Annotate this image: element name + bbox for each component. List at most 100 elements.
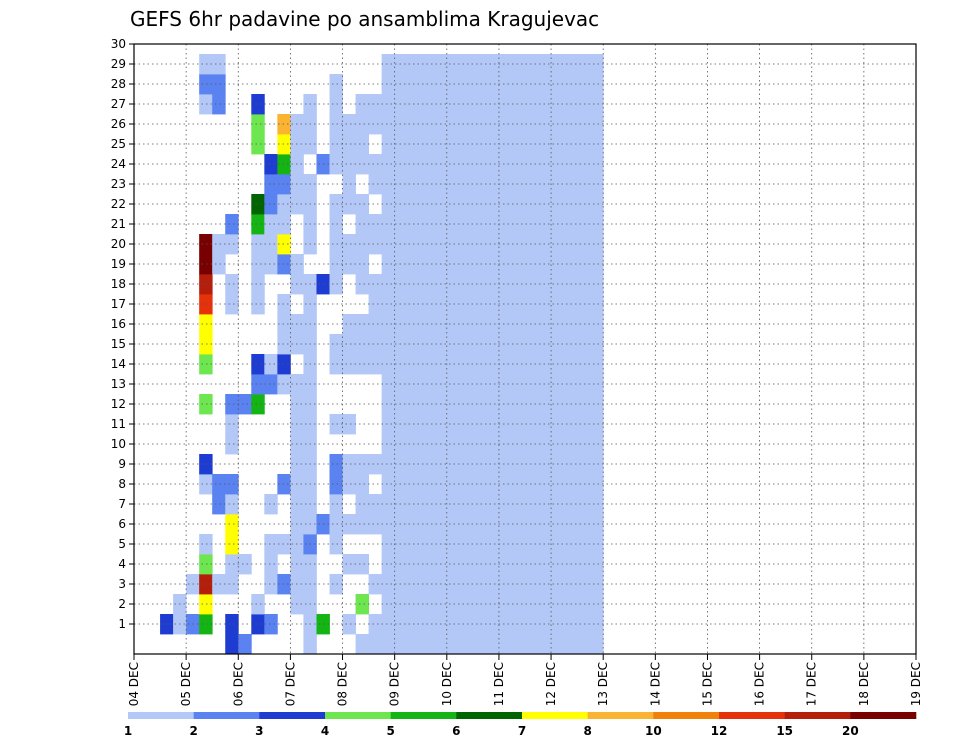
heatmap-cell [329,414,343,435]
heatmap-cell [498,54,513,75]
heatmap-cell [420,634,435,655]
heatmap-cell [511,574,526,595]
heatmap-cell [472,494,487,515]
heatmap-cell [394,314,409,335]
heatmap-cell [381,614,396,635]
heatmap-cell [577,634,591,655]
heatmap-cell [472,414,487,435]
heatmap-cell [264,154,278,175]
heatmap-cell [394,254,409,275]
heatmap-cell [251,294,265,315]
heatmap-cell [264,614,278,635]
heatmap-cell [590,254,604,275]
heatmap-cell [394,554,409,575]
heatmap-cell [394,494,409,515]
heatmap-cell [225,554,239,575]
heatmap-cell [199,254,213,275]
heatmap-cell [485,314,500,335]
heatmap-cell [472,514,487,535]
heatmap-cell [251,354,265,375]
heatmap-cell [577,474,591,495]
heatmap-cell [459,54,474,75]
heatmap-cell [498,494,513,515]
heatmap-cell [511,354,526,375]
y-tick-label: 29 [111,57,126,71]
heatmap-cell [498,354,513,375]
heatmap-cell [498,534,513,555]
heatmap-cell [485,474,500,495]
heatmap-cell [525,94,539,115]
heatmap-cell [251,194,265,215]
heatmap-cell [525,234,539,255]
heatmap-cell [199,294,213,315]
heatmap-cell [485,334,500,355]
heatmap-cell [394,54,409,75]
heatmap-cell [511,274,526,295]
heatmap-cell [511,534,526,555]
heatmap-cell [225,234,239,255]
colorbar-swatch [784,712,851,719]
heatmap-cell [459,374,474,395]
y-tick-label: 24 [111,157,126,171]
x-tick-label: 19 DEC [909,662,923,706]
heatmap-cell [303,634,317,655]
heatmap-cell [485,134,500,155]
colorbar-swatch [325,712,391,719]
heatmap-cell [225,634,239,655]
heatmap-cell [277,534,291,555]
colorbar-swatch [587,712,654,719]
heatmap-cell [525,334,539,355]
heatmap-cell [577,234,591,255]
heatmap-cell [525,274,539,295]
heatmap-cell [511,634,526,655]
heatmap-cell [199,234,213,255]
heatmap-cell [368,354,383,375]
heatmap-cell [498,214,513,235]
heatmap-cell [485,614,500,635]
heatmap-cell [511,194,526,215]
heatmap-cell [525,574,539,595]
heatmap-cell [577,154,591,175]
heatmap-cell [590,174,604,195]
heatmap-cell [459,514,474,535]
heatmap-cell [498,114,513,135]
y-axis-ticks: 1234567891011121314151617181920212223242… [111,37,134,631]
heatmap-cell [225,294,239,315]
heatmap-cell [577,414,591,435]
x-tick-label: 13 DEC [596,662,610,706]
heatmap-cell [277,234,291,255]
heatmap-cell [251,594,265,615]
y-tick-label: 6 [118,517,126,531]
heatmap-cell [381,254,396,275]
heatmap-cell [525,534,539,555]
heatmap-cell [381,394,396,415]
heatmap-cell [251,394,265,415]
heatmap-cell [381,634,396,655]
heatmap-cell [577,494,591,515]
heatmap-cell [199,274,213,295]
heatmap-cell [498,634,513,655]
heatmap-cell [355,334,369,355]
heatmap-cell [485,434,500,455]
heatmap-cell [472,334,487,355]
heatmap-cell [577,454,591,475]
heatmap-cell [277,214,291,235]
heatmap-cell [590,334,604,355]
heatmap-cell [577,314,591,335]
heatmap-cell [472,54,487,75]
heatmap-cell [368,334,383,355]
heatmap-cell [264,534,278,555]
heatmap-cell [381,434,396,455]
y-tick-label: 25 [111,137,126,151]
heatmap-cell [329,154,343,175]
heatmap-cell [251,274,265,295]
heatmap-cell [277,314,291,335]
heatmap-cell [199,54,213,75]
heatmap-cell [577,554,591,575]
heatmap-cell [459,74,474,95]
heatmap-cell [577,574,591,595]
heatmap-cell [355,474,369,495]
heatmap-cell [212,574,226,595]
heatmap-cell [459,294,474,315]
heatmap-cell [225,214,239,235]
